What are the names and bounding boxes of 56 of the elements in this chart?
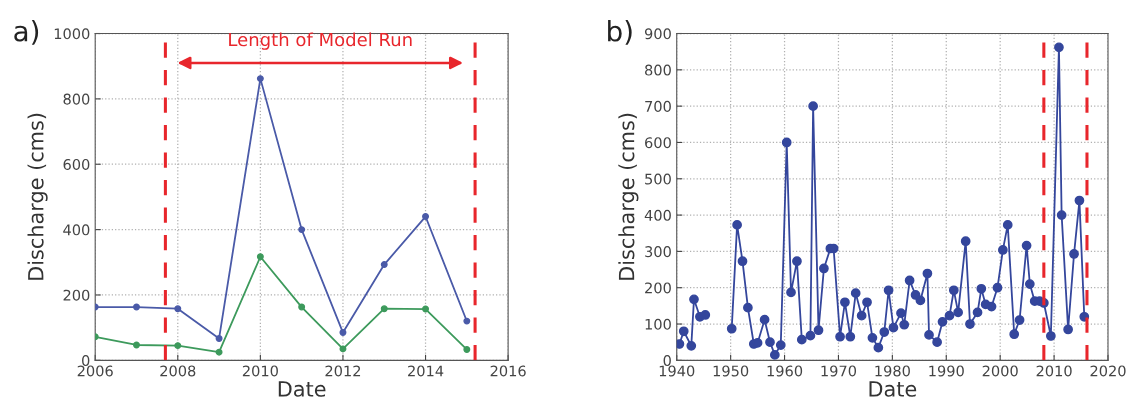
y-tick-label: 500 <box>645 173 671 185</box>
x-tick-label: 1970 <box>821 365 857 377</box>
y-tick-label: 0 <box>663 355 671 367</box>
x-tick-label: 1980 <box>875 365 910 377</box>
y-tick-label: 800 <box>63 93 90 105</box>
point <box>256 253 264 261</box>
x-tick-label: 2014 <box>408 365 444 377</box>
y-tick-label: 200 <box>63 289 90 301</box>
x-axis-title: Date <box>278 381 326 397</box>
y-tick-label: 0 <box>82 355 90 367</box>
point <box>174 342 182 350</box>
annotation: Length of Model Run <box>229 32 412 50</box>
point <box>339 329 347 337</box>
x-tick-label: 2020 <box>1090 365 1126 377</box>
y-tick-label: 200 <box>645 282 671 294</box>
point <box>174 305 182 313</box>
x-axis-title: Date <box>869 381 917 397</box>
y-tick-label: 600 <box>645 137 671 149</box>
x-tick-label: 1950 <box>713 365 749 377</box>
point <box>422 305 430 313</box>
point <box>298 226 306 234</box>
point <box>215 348 223 356</box>
point <box>298 303 306 311</box>
point <box>380 305 388 313</box>
x-tick-label: 1960 <box>767 365 803 377</box>
y-tick-label: 800 <box>645 64 671 76</box>
point <box>339 345 347 353</box>
y-tick-label: 400 <box>644 209 671 221</box>
point <box>463 346 471 354</box>
point <box>256 75 264 83</box>
y-tick-label: 900 <box>644 28 671 40</box>
y-tick-label: 100 <box>645 318 671 330</box>
x-tick-label: 2016 <box>490 365 526 377</box>
point <box>133 341 140 349</box>
x-tick-label: 2008 <box>160 365 196 377</box>
x-tick-label: 2012 <box>325 365 361 377</box>
x-tick-label: 2010 <box>242 365 278 377</box>
y-axis-title: Discharge (cms) <box>618 113 639 280</box>
chart-title: a) <box>14 20 39 45</box>
y-tick-label: 600 <box>63 158 90 170</box>
point <box>215 334 223 342</box>
y-tick-label: 400 <box>63 224 90 236</box>
x-tick-label: 2000 <box>982 365 1018 377</box>
x-tick-label: 1990 <box>929 365 964 377</box>
point <box>133 303 140 311</box>
y-tick-label: 300 <box>645 246 671 258</box>
x-tick-label: 2010 <box>1036 365 1072 377</box>
y-tick-label: 1000 <box>54 28 90 40</box>
chart-title: b) <box>608 20 632 45</box>
point <box>422 213 430 221</box>
x-tick-label: 2006 <box>77 365 113 377</box>
point <box>463 317 471 325</box>
point <box>380 261 388 269</box>
y-tick-label: 700 <box>645 100 671 112</box>
y-axis-title: Discharge (cms) <box>27 113 48 280</box>
x-tick-label: 1940 <box>659 365 695 377</box>
